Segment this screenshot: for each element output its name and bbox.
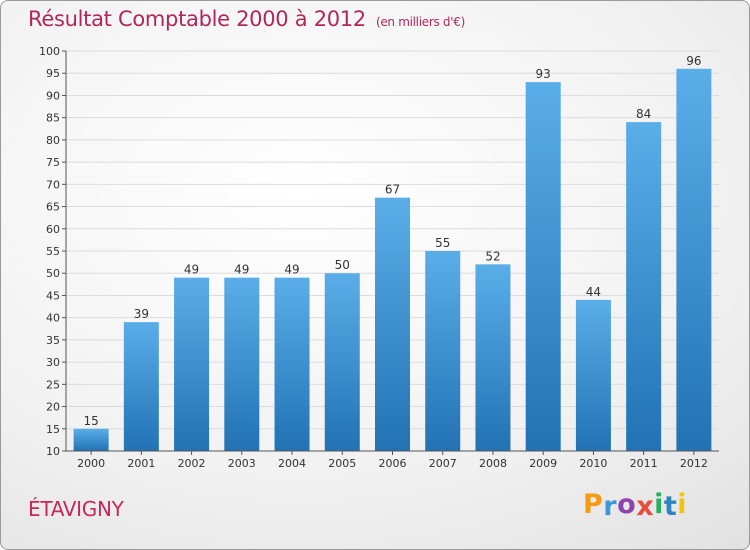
x-tick-label-2012: 2012 bbox=[680, 457, 708, 470]
x-tick-label-2007: 2007 bbox=[429, 457, 457, 470]
title-text: Résultat Comptable 2000 à 2012 bbox=[28, 7, 366, 31]
bar-2009 bbox=[525, 82, 561, 451]
value-label-2006: 67 bbox=[385, 183, 400, 197]
logo-letter: o bbox=[617, 489, 637, 520]
logo-letter: t bbox=[663, 491, 678, 522]
chart-title: Résultat Comptable 2000 à 2012 (en millie… bbox=[28, 7, 465, 31]
y-tick-label: 90 bbox=[46, 89, 60, 102]
value-label-2001: 39 bbox=[134, 307, 149, 321]
y-tick-label: 50 bbox=[46, 267, 60, 280]
bar-2005 bbox=[324, 273, 360, 451]
commune-name: ÉTAVIGNY bbox=[28, 497, 124, 521]
logo-letter: P bbox=[583, 489, 604, 520]
x-tick-label-2000: 2000 bbox=[77, 457, 105, 470]
y-tick-label: 25 bbox=[46, 378, 60, 391]
y-tick-label: 15 bbox=[46, 423, 60, 436]
x-tick-label-2001: 2001 bbox=[127, 457, 155, 470]
bar-2010 bbox=[575, 299, 611, 451]
logo-letter: r bbox=[603, 491, 618, 522]
bar-2012 bbox=[676, 68, 712, 452]
value-label-2010: 44 bbox=[586, 285, 601, 299]
value-label-2002: 49 bbox=[184, 263, 199, 277]
y-tick-label: 55 bbox=[46, 245, 60, 258]
bar-2011 bbox=[626, 122, 662, 451]
proxiti-logo: Proxiti bbox=[583, 489, 688, 522]
y-tick-label: 10 bbox=[46, 445, 60, 458]
y-tick-label: 95 bbox=[46, 67, 60, 80]
chart-subtitle: (en milliers d'€) bbox=[375, 15, 465, 29]
y-tick-label: 85 bbox=[46, 112, 60, 125]
bar-2006 bbox=[375, 197, 410, 451]
value-label-2005: 50 bbox=[335, 258, 350, 272]
y-tick-label: 45 bbox=[46, 289, 60, 302]
y-tick-label: 80 bbox=[46, 134, 60, 147]
axes bbox=[62, 50, 719, 455]
bars bbox=[73, 68, 712, 452]
x-tick-label-2004: 2004 bbox=[278, 457, 306, 470]
x-tick-label-2008: 2008 bbox=[479, 457, 507, 470]
x-tick-label-2009: 2009 bbox=[529, 457, 557, 470]
value-label-2003: 49 bbox=[234, 263, 249, 277]
value-label-2004: 49 bbox=[284, 263, 299, 277]
logo-letter: i bbox=[654, 489, 664, 520]
bar-2002 bbox=[174, 277, 210, 451]
value-label-2012: 96 bbox=[686, 54, 701, 68]
x-tick-label-2006: 2006 bbox=[379, 457, 407, 470]
logo-letter: i bbox=[677, 489, 688, 520]
value-label-2008: 52 bbox=[485, 249, 500, 263]
x-tick-label-2011: 2011 bbox=[630, 457, 658, 470]
logo-letter: x bbox=[636, 491, 655, 522]
y-tick-label: 100 bbox=[39, 45, 60, 58]
y-tick-label: 65 bbox=[46, 201, 60, 214]
y-tick-label: 60 bbox=[46, 223, 60, 236]
y-tick-label: 70 bbox=[46, 178, 60, 191]
value-label-2007: 55 bbox=[435, 236, 450, 250]
y-tick-label: 75 bbox=[46, 156, 60, 169]
bar-2004 bbox=[274, 277, 310, 451]
x-tick-label-2010: 2010 bbox=[579, 457, 607, 470]
y-tick-labels: 10 15 20 25 30 35 40 45 50 55 60 65 70 75 80 85 90 95 100 bbox=[39, 45, 60, 458]
value-labels: 15 39 49 49 49 50 67 55 52 93 44 84 96 bbox=[83, 54, 701, 428]
y-tick-label: 35 bbox=[46, 334, 60, 347]
x-tick-label-2003: 2003 bbox=[228, 457, 256, 470]
x-tick-label-2005: 2005 bbox=[328, 457, 356, 470]
bar-2008 bbox=[475, 264, 511, 451]
y-tick-label: 40 bbox=[46, 312, 60, 325]
x-tick-label-2002: 2002 bbox=[178, 457, 206, 470]
value-label-2009: 93 bbox=[536, 67, 551, 81]
bar-2003 bbox=[224, 277, 260, 451]
bar-2001 bbox=[123, 322, 159, 451]
value-label-2000: 15 bbox=[83, 414, 98, 428]
bar-2007 bbox=[425, 251, 461, 451]
value-label-2011: 84 bbox=[636, 107, 651, 121]
y-tick-label: 30 bbox=[46, 356, 60, 369]
y-tick-label: 20 bbox=[46, 401, 60, 414]
x-tick-labels: 2000 2001 2002 2003 2004 2005 2006 2007 2008 2009… bbox=[77, 457, 708, 470]
bar-2000 bbox=[73, 428, 109, 451]
